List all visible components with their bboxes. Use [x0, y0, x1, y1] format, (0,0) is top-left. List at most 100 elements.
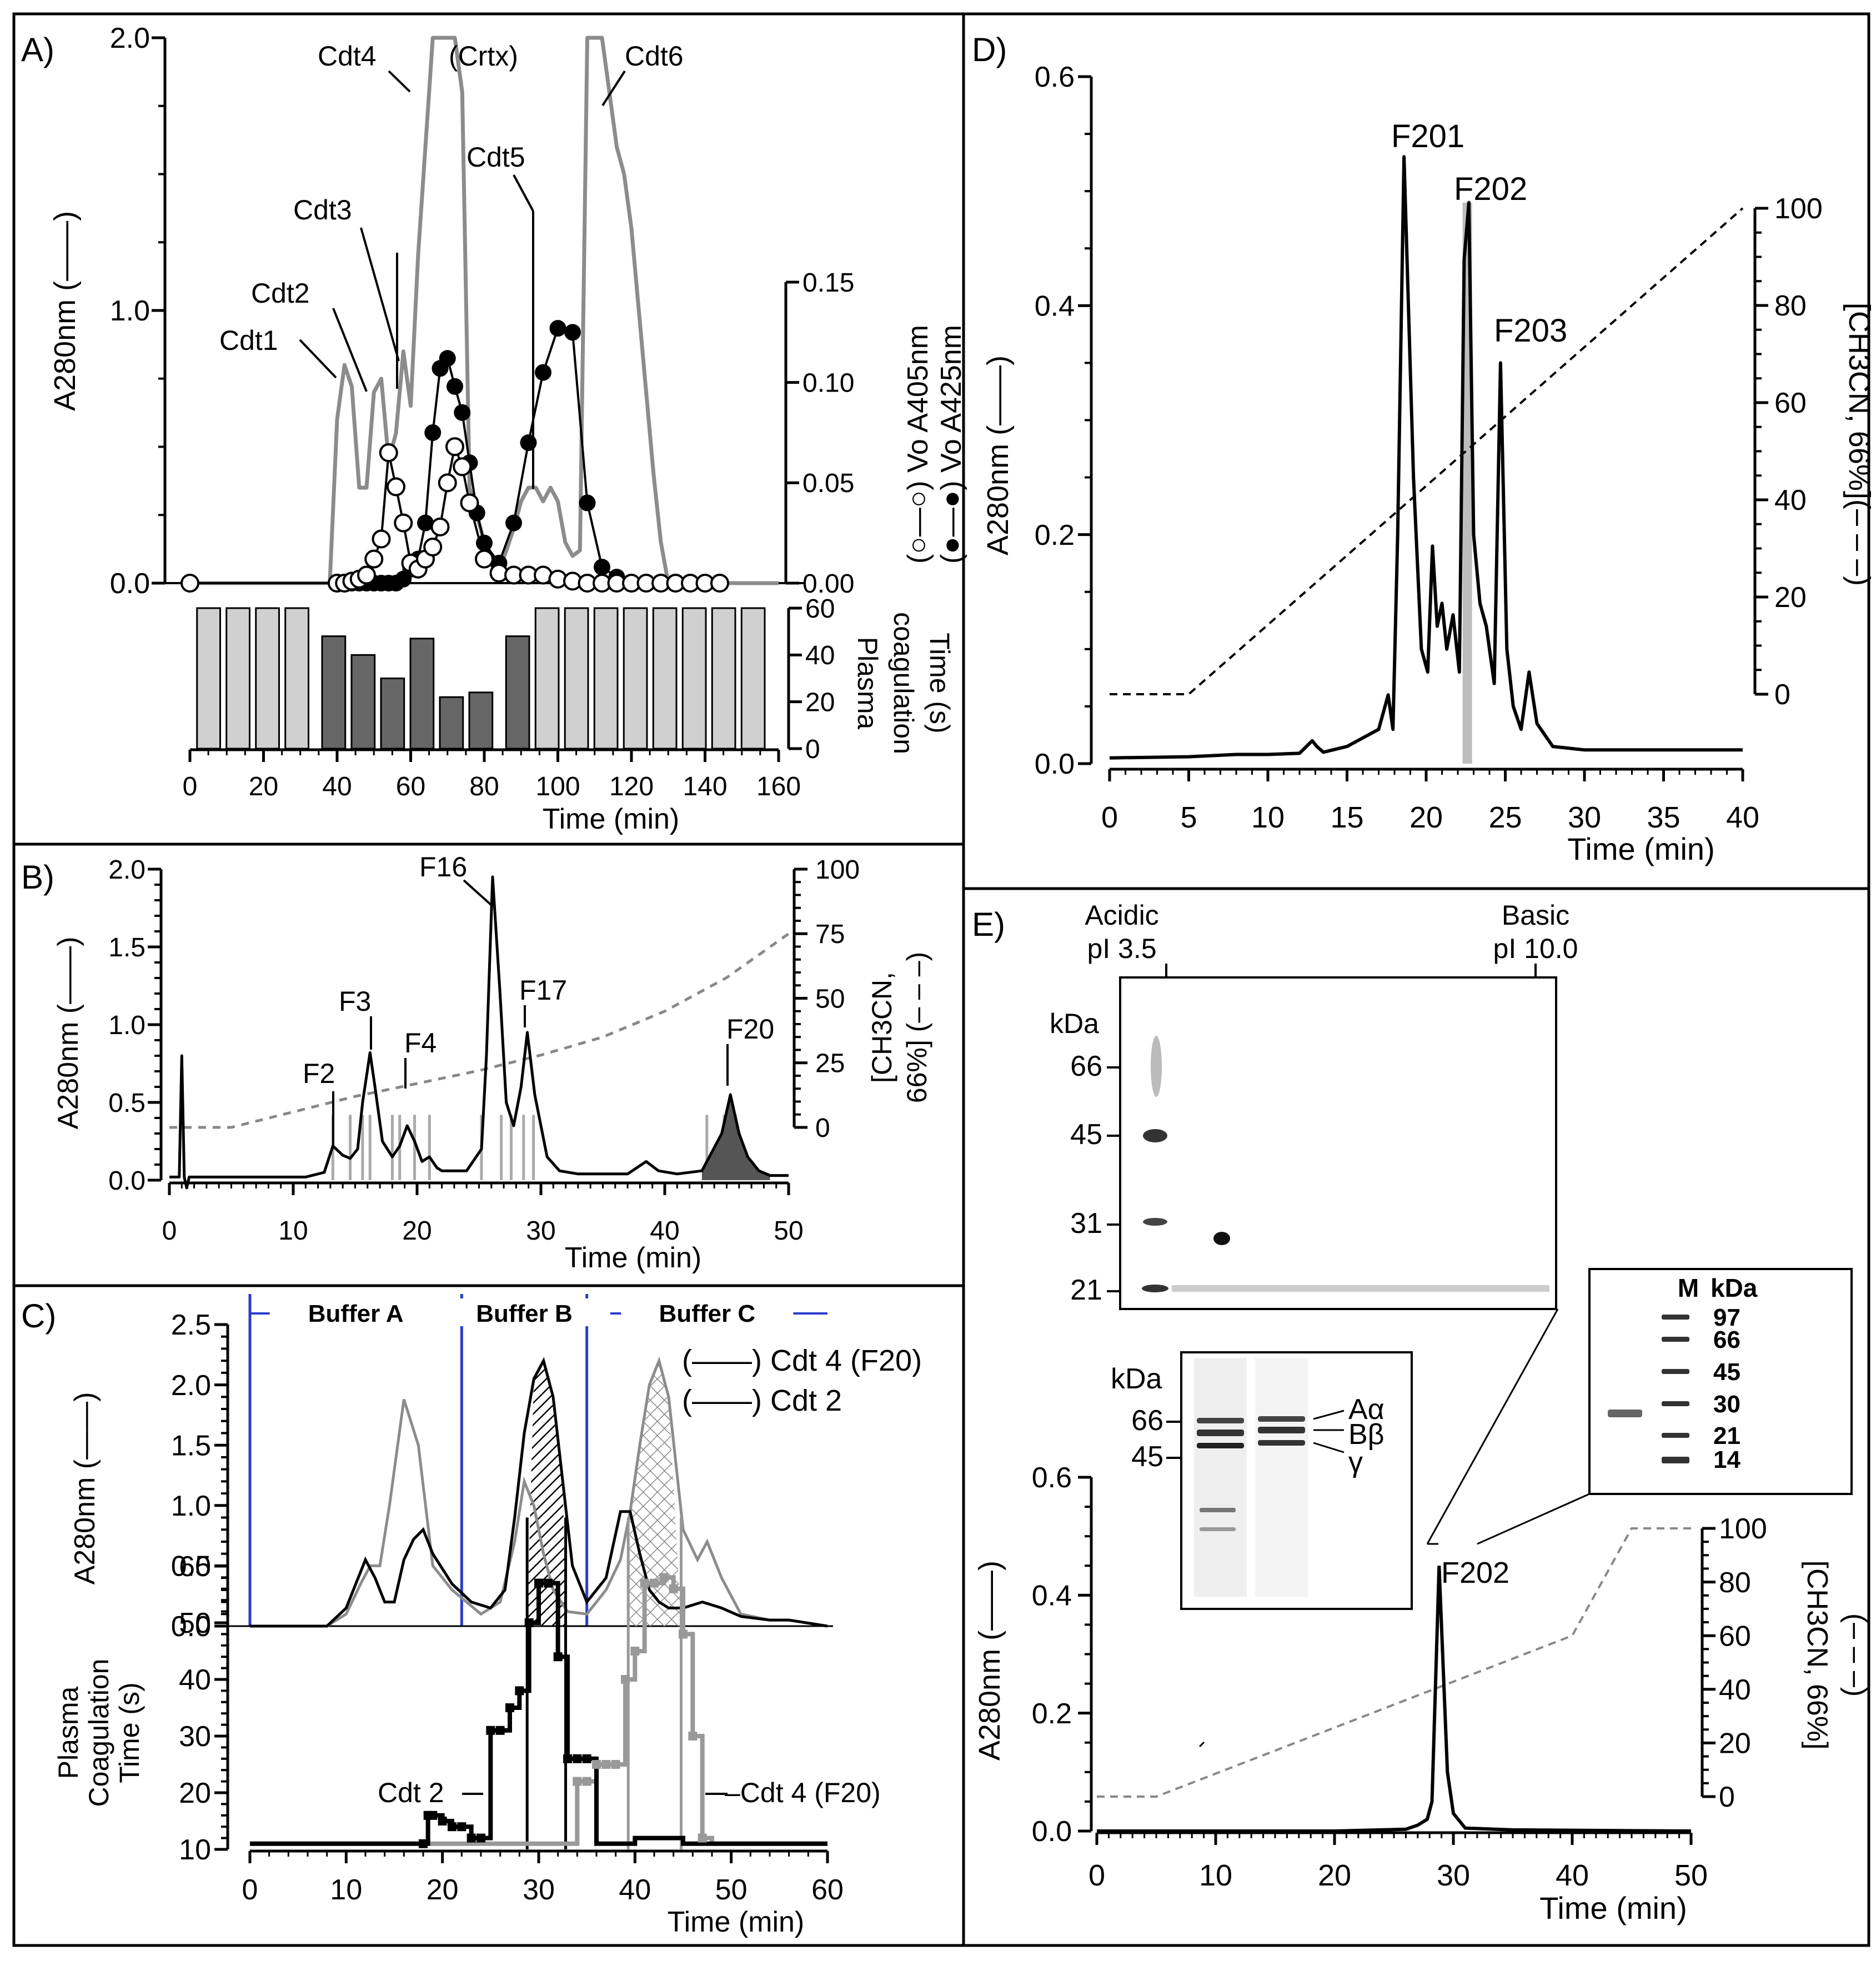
- panel-d-gradient-line: [1110, 207, 1744, 695]
- panel-e-ief-gel-frame: [1119, 976, 1557, 1310]
- panel-e-fib-lane2-band: [1258, 1427, 1305, 1433]
- panel-c-top-y-tick-label: 0.5: [171, 1551, 211, 1583]
- panel-c-bottom-cdt4-point: [582, 1777, 591, 1786]
- panel-b-peak-label: F17: [519, 975, 567, 1006]
- panel-d-x-tick-label: 20: [1409, 801, 1443, 834]
- panel-c-bottom-cdt4-point: [650, 1578, 659, 1588]
- panel-e-sds-marker-label: 45: [1713, 1358, 1740, 1386]
- panel-e-ief-basic-pi: pI 10.0: [1493, 933, 1578, 964]
- panel-a-a405-point: [460, 493, 479, 513]
- panel-c-bottom-cdt2-point: [448, 1822, 457, 1832]
- panel-a-chart: 0.0 1.0 2.0 A280nm (——) 0.00 0.05 0.10 0.15 (○—○…: [48, 22, 967, 835]
- panel-a-a280-trace: [190, 36, 779, 585]
- panel-e-y-right-label-2: (– – –): [1840, 1613, 1872, 1697]
- panel-e-sds-marker-band: [1662, 1433, 1689, 1438]
- panel-a-a405-point: [372, 529, 391, 549]
- panel-c-x-tick-label: 60: [811, 1874, 844, 1906]
- panel-e-x-tick-label: 30: [1437, 1859, 1470, 1892]
- panel-e-y-right-tick-label: 80: [1719, 1567, 1751, 1599]
- panel-e-ief-sample-spot: [1213, 1232, 1230, 1245]
- panel-a-y-left-tick-label: 2.0: [110, 22, 150, 54]
- panel-a-x-tick-label: 100: [535, 772, 580, 801]
- panel-e-fib-chain-label: Aα: [1348, 1393, 1385, 1426]
- panel-e-sds-marker-label: 30: [1713, 1391, 1740, 1418]
- panel-c-bottom-cdt2-point: [524, 1618, 534, 1627]
- panel-d-y-right-tick-label: 20: [1774, 581, 1807, 614]
- panel-a-y-right-tick-label: 0.10: [802, 368, 854, 398]
- panel-c-bottom-cdt4-point: [630, 1647, 640, 1656]
- panel-a-coag-bar: [439, 696, 464, 750]
- panel-b-y-right-label-1: [CH3CN,: [866, 972, 897, 1083]
- panel-c-x-tick-label: 0: [242, 1874, 258, 1906]
- panel-c-buffer-label: Buffer C: [659, 1300, 756, 1327]
- panel-b-y-right-tick-label: 100: [815, 855, 860, 885]
- panel-frames: [12, 12, 1870, 1947]
- panel-e-ief-acidic-label: Acidic: [1085, 900, 1158, 931]
- panel-a-peak-leader: [513, 174, 534, 212]
- panel-e-ief-streak: [1172, 1285, 1549, 1292]
- panel-e-sds-lane-label: M: [1678, 1273, 1699, 1302]
- panel-e-y-right-tick-label: 100: [1719, 1513, 1767, 1545]
- panel-c-x-tick-label: 30: [523, 1874, 555, 1906]
- panel-b-peak-leader: [463, 879, 493, 906]
- panel-c-bottom-cdt2-point: [495, 1726, 505, 1735]
- panel-a-peak-label: Cdt3: [293, 194, 352, 225]
- panel-a-peak-leader: [332, 308, 368, 392]
- panel-d-peak-label: F202: [1454, 171, 1527, 207]
- panel-d-x-tick-label: 10: [1251, 801, 1285, 834]
- panel-a-a405-point: [379, 443, 398, 463]
- panel-c-bottom-cdt2-point: [505, 1703, 514, 1712]
- panel-e-fib-lane1-fragment-b: [1200, 1527, 1236, 1531]
- panel-a-coag-bar: [534, 607, 560, 750]
- panel-b-x-tick-label: 30: [526, 1216, 555, 1246]
- panel-a-a425-point: [476, 534, 493, 551]
- panel-c-bottom-cdt2-point: [544, 1578, 553, 1588]
- panel-e-fib-chain-leader-a: [1313, 1410, 1345, 1420]
- panel-b-y-left-tick-label: 0.5: [108, 1089, 146, 1118]
- panel-a-bar-ylabel-2: coagulation: [888, 612, 919, 754]
- panel-a-legend-a425: (●—●) Vo A425nm: [935, 325, 967, 564]
- panel-a-a405-point: [364, 549, 384, 569]
- panel-a-coag-bar: [740, 607, 766, 750]
- panel-e-x-tick-label: 40: [1556, 1859, 1589, 1892]
- panel-e-stray-mark: [1198, 1741, 1205, 1748]
- panel-a-y-right-tick-label: 0.05: [802, 469, 854, 498]
- panel-d-x-tick-label: 25: [1488, 801, 1522, 834]
- panel-a-legend-a405: (○—○) Vo A405nm: [902, 325, 934, 564]
- panel-b-a280-trace: [169, 875, 789, 1190]
- panel-a-a405-point: [453, 457, 472, 477]
- panel-a-peak-label: Cdt6: [625, 41, 684, 72]
- panel-d-x-tick-label: 35: [1647, 801, 1680, 834]
- panel-c-buffer-label-bg: [438, 1298, 610, 1326]
- panel-e-y-right-tick-label: 40: [1719, 1674, 1751, 1706]
- panel-a-coag-bar: [652, 607, 678, 750]
- panel-a-a405-point: [180, 574, 199, 593]
- panel-a-a405-point: [357, 565, 376, 585]
- panel-e-x-label: Time (min): [1539, 1890, 1687, 1925]
- panel-a-a405-point: [394, 513, 413, 533]
- panel-c-bottom-cdt4-point: [688, 1732, 698, 1741]
- panel-e-fib-marker-label: 45: [1131, 1441, 1163, 1473]
- panel-c-top-y-tick-label: 2.5: [171, 1309, 211, 1341]
- panel-b-peak-label: F16: [419, 851, 467, 882]
- panel-d-letter: D): [972, 31, 1007, 68]
- panel-b-y-left-label: A280nm (——): [52, 937, 84, 1130]
- panel-c-buffer-label: Buffer A: [308, 1300, 404, 1327]
- panel-b-peak-label: F3: [339, 986, 371, 1017]
- panel-e-a280-trace: [1097, 1566, 1692, 1833]
- panel-e-sds-marker-band: [1662, 1401, 1689, 1406]
- panel-c-bottom-cdt2-point: [467, 1833, 476, 1843]
- panel-c-bottom-y-tick-label: 60: [179, 1551, 211, 1583]
- panel-d-x-tick-label: 30: [1568, 801, 1601, 834]
- panel-a-bar-ylabel-1: Plasma: [852, 637, 883, 730]
- panel-a-coag-bar: [505, 635, 530, 750]
- panel-c-bottom-cdt4-point: [640, 1578, 649, 1588]
- panel-e-y-left-tick-label: 0.4: [1032, 1580, 1072, 1612]
- panel-e-sds-marker-label: 97: [1713, 1304, 1740, 1331]
- panel-b-peak-label: F2: [303, 1058, 335, 1089]
- panel-d-peak-label: F201: [1391, 118, 1464, 154]
- panel-a-a425-point: [594, 559, 610, 576]
